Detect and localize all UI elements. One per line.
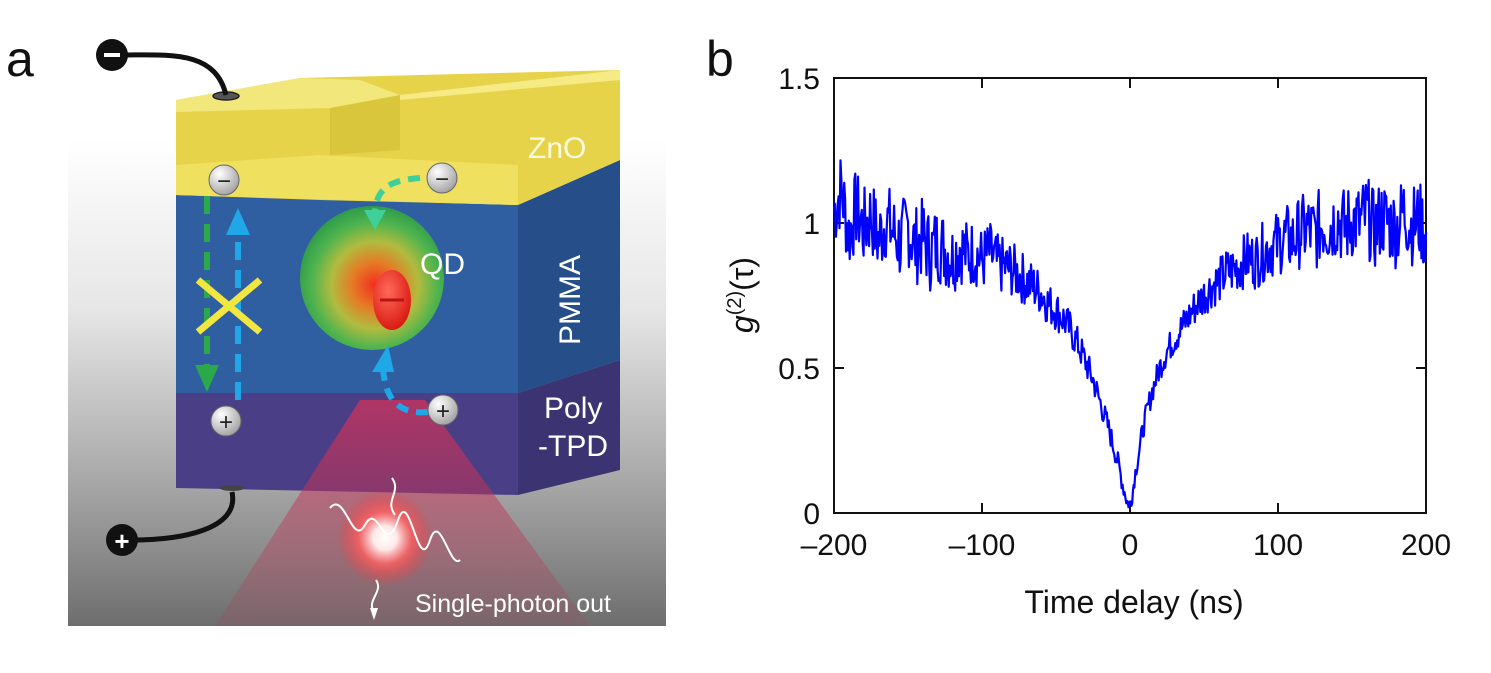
chart-ticks xyxy=(833,77,1427,514)
electron-right-symbol: − xyxy=(435,166,449,193)
blocked-cross-icon xyxy=(195,277,263,335)
x-axis-label: Time delay (ns) xyxy=(1024,584,1243,620)
electron-left-symbol: − xyxy=(217,168,231,195)
y-tick-label: 0.5 xyxy=(778,353,820,386)
positive-wire xyxy=(131,491,236,543)
photon-wave xyxy=(329,503,461,563)
electron-right-icon: − xyxy=(426,162,458,194)
zno-layer xyxy=(176,70,620,205)
chart-frame xyxy=(833,77,1427,514)
electron-left-icon: − xyxy=(208,164,240,196)
x-tick-label: –100 xyxy=(949,529,1016,562)
y-axis-label-arg: (τ) xyxy=(724,257,760,291)
positive-terminal-symbol: + xyxy=(114,526,129,556)
panel-a: a + xyxy=(6,31,666,626)
hole-left-symbol: + xyxy=(219,409,233,436)
chart-plot-area: –200 –100 0 100 200 0 0.5 1 1.5 xyxy=(778,63,1451,562)
negative-terminal-bar xyxy=(104,53,120,57)
x-tick-label: 100 xyxy=(1253,529,1303,562)
y-tick-label: 1.5 xyxy=(778,63,820,96)
polytpd-label-line1: Poly xyxy=(544,392,602,425)
x-tick-label: 0 xyxy=(1122,529,1139,562)
photon-glow xyxy=(337,490,433,586)
electron-arrow-qd-icon xyxy=(364,210,386,230)
y-axis-label-sup: (2) xyxy=(724,291,746,315)
x-tick-label: –200 xyxy=(801,529,868,562)
y-tick-label: 1 xyxy=(803,208,820,241)
bottom-contact-pad xyxy=(220,485,244,491)
y-axis-label: g(2)(τ) xyxy=(724,257,760,333)
chart-tick-labels: –200 –100 0 100 200 0 0.5 1 1.5 xyxy=(778,63,1451,562)
polytpd-label-line2: -TPD xyxy=(538,430,608,463)
hole-right-symbol: + xyxy=(436,398,450,425)
hole-right-icon: + xyxy=(427,394,459,426)
panel-b-letter: b xyxy=(706,31,734,87)
hole-leak-arrow-icon xyxy=(226,208,250,235)
electron-path-qd xyxy=(372,175,421,216)
g2-series-line xyxy=(832,159,1428,509)
negative-wire xyxy=(119,52,229,96)
y-axis-label-main: g xyxy=(724,315,760,333)
electron-leak-arrow-icon xyxy=(195,365,219,392)
pmma-label: PMMA xyxy=(554,255,587,345)
y-tick-label: 0 xyxy=(803,498,820,531)
panel-b: b –200 –100 0 100 200 0 0.5 1 1.5 g(2)(τ) Time d… xyxy=(706,31,1451,620)
photon-label: Single-photon out xyxy=(415,590,611,618)
positive-terminal-icon xyxy=(106,524,138,556)
hole-left-icon: + xyxy=(210,405,242,437)
zno-label: ZnO xyxy=(528,132,586,165)
hole-arrow-qd-icon xyxy=(372,345,394,372)
x-tick-label: 200 xyxy=(1401,529,1451,562)
hole-path-qd xyxy=(380,367,429,416)
qd-label: QD xyxy=(420,248,465,281)
panel-a-letter: a xyxy=(6,31,34,87)
photon-arrow-icon xyxy=(370,608,378,620)
